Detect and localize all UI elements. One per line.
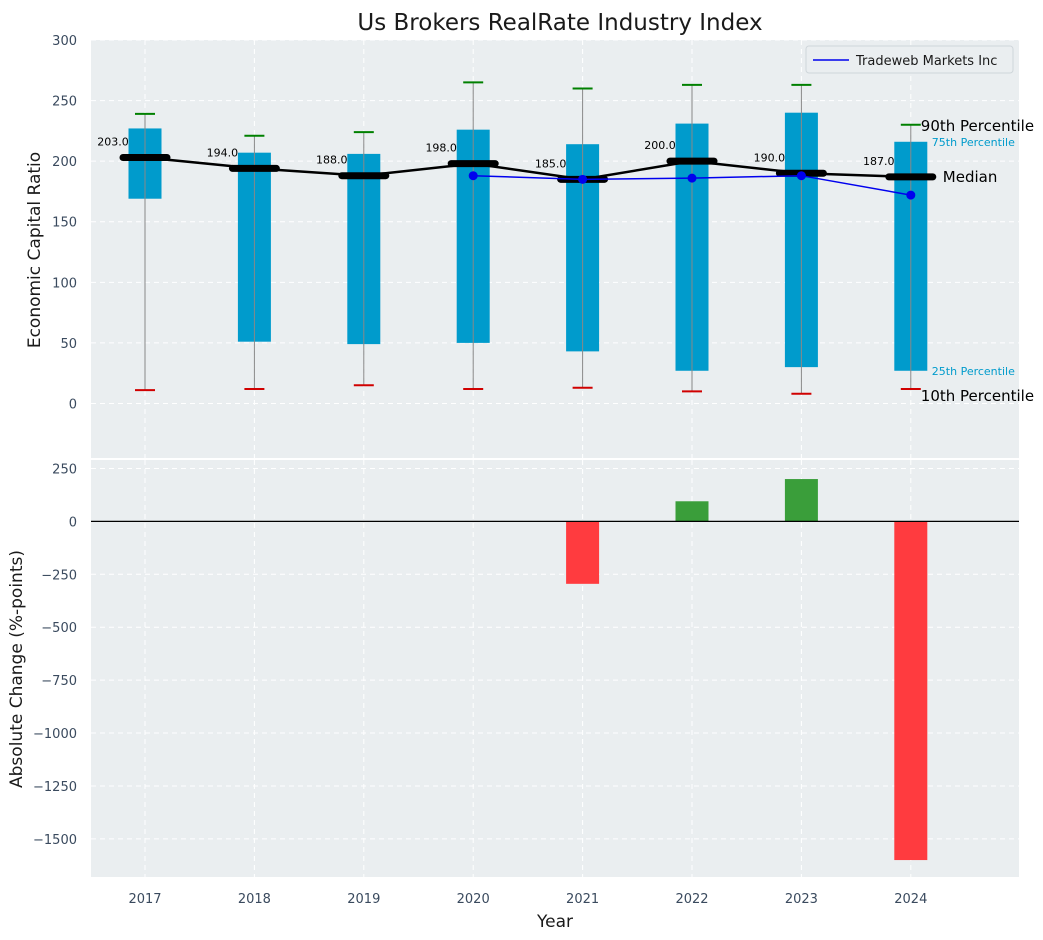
change-bar-y-tick-label: −500	[41, 621, 77, 636]
median-value-label: 194.0	[207, 146, 239, 159]
p10-annotation: 10th Percentile	[921, 387, 1034, 405]
x-tick-label: 2020	[457, 892, 490, 907]
change-bar-y-tick-label: −1500	[33, 833, 77, 848]
median-value-label: 190.0	[754, 151, 786, 164]
box-plot-y-tick-label: 250	[52, 95, 77, 110]
median-value-label: 188.0	[316, 154, 348, 167]
box-plot-panel: 0 50 100 150 200 250 300 203.0 194.0 188.0 198.0 1…	[52, 34, 1034, 458]
x-tick-label: 2022	[675, 892, 708, 907]
company-point	[578, 174, 588, 184]
p90-annotation: 90th Percentile	[921, 117, 1034, 135]
positive-change-bar	[784, 479, 818, 522]
median-value-label: 198.0	[425, 142, 457, 155]
x-tick-label: 2023	[785, 892, 818, 907]
median-value-label: 187.0	[863, 155, 895, 168]
x-tick-label: 2019	[347, 892, 380, 907]
p25-annotation: 25th Percentile	[932, 365, 1015, 378]
median-annotation: Median	[943, 168, 998, 186]
x-tick-label: 2018	[238, 892, 271, 907]
change-bar-y-tick-label: −250	[41, 568, 77, 583]
company-series	[468, 171, 916, 200]
negative-change-bar	[894, 521, 928, 861]
legend-box	[805, 45, 1014, 74]
change-bar-background	[91, 460, 1019, 877]
median-value-label: 185.0	[535, 157, 567, 170]
median-value-label: 203.0	[97, 136, 129, 149]
median-value-label: 200.0	[644, 139, 676, 152]
legend: Tradeweb Markets Inc	[805, 45, 1014, 74]
x-tick-label: 2017	[128, 892, 161, 907]
box-plot-y-ticks: 0 50 100 150 200 250 300	[52, 34, 77, 412]
box-plot-y-tick-label: 100	[52, 276, 77, 291]
box-plot-background	[91, 40, 1019, 458]
box-plot-y-tick-label: 150	[52, 216, 77, 231]
negative-change-bar	[566, 521, 600, 584]
company-point	[796, 171, 806, 181]
x-axis-ticks: 2017 2018 2019 2020 2021 2022 2023 2024	[128, 892, 927, 907]
box-plot-y-axis-label: Economic Capital Ratio	[25, 152, 45, 348]
chart-title: Us Brokers RealRate Industry Index	[357, 10, 762, 36]
change-bars	[566, 479, 928, 861]
x-axis-label: Year	[536, 912, 573, 932]
change-bar-y-tick-label: −750	[41, 674, 77, 689]
box-plot-y-tick-label: 50	[60, 337, 77, 352]
change-bar-y-tick-label: −1250	[33, 780, 77, 795]
change-bar-y-axis-label: Absolute Change (%-points)	[7, 550, 27, 788]
change-bar-panel: −1500 −1250 −1000 −750 −500 −250 0 250	[33, 460, 1019, 877]
company-point	[468, 171, 478, 181]
box-plot-y-tick-label: 300	[52, 34, 77, 49]
median-series: 203.0 194.0 188.0 198.0 185.0 200.0 190.0 187.0	[97, 136, 937, 183]
change-bar-y-tick-label: 0	[69, 515, 77, 530]
x-tick-label: 2024	[894, 892, 927, 907]
change-bar-y-ticks: −1500 −1250 −1000 −750 −500 −250 0 250	[33, 462, 77, 847]
positive-change-bar	[675, 501, 709, 522]
x-tick-label: 2021	[566, 892, 599, 907]
change-bar-y-tick-label: 250	[52, 462, 77, 477]
change-bar-y-tick-label: −1000	[33, 727, 77, 742]
box-plot-y-tick-label: 0	[69, 397, 77, 412]
company-point	[906, 190, 916, 200]
change-bar-grid	[91, 460, 1019, 877]
legend-label: Tradeweb Markets Inc	[855, 54, 997, 69]
p75-annotation: 75th Percentile	[932, 136, 1015, 149]
company-point	[687, 173, 697, 183]
box-plot-y-tick-label: 200	[52, 155, 77, 170]
